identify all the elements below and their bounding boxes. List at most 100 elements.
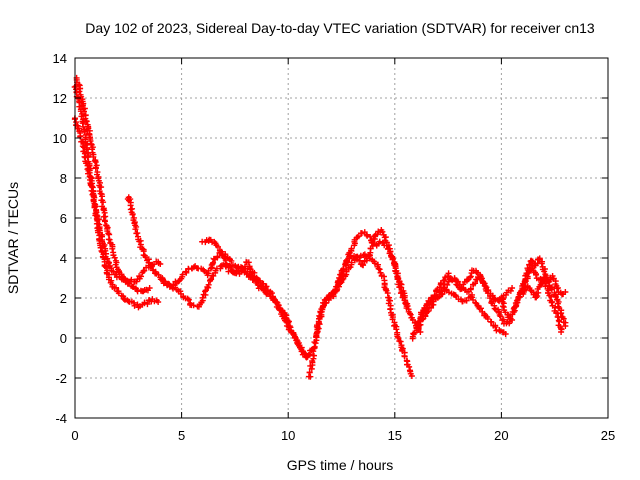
data-point	[352, 253, 359, 260]
y-tick-label: 12	[53, 91, 67, 106]
data-point	[395, 334, 402, 341]
data-point	[488, 319, 495, 326]
data-point	[245, 259, 252, 266]
data-point	[80, 123, 87, 130]
data-point	[132, 226, 139, 233]
data-point	[183, 269, 190, 276]
data-point	[556, 318, 563, 325]
data-point	[185, 296, 192, 303]
data-point	[146, 259, 153, 266]
data-point	[91, 194, 98, 201]
data-point	[314, 324, 321, 331]
data-point	[533, 271, 540, 278]
data-point	[497, 328, 504, 335]
data-point	[484, 315, 491, 322]
data-point	[312, 340, 319, 347]
data-point	[202, 288, 209, 295]
data-point	[185, 266, 192, 273]
y-tick-label: 2	[60, 291, 67, 306]
data-point	[83, 146, 90, 153]
data-point	[199, 294, 206, 301]
data-point	[157, 261, 164, 267]
data-point	[427, 298, 434, 305]
data-point	[558, 329, 565, 335]
y-tick-label: -2	[55, 371, 67, 386]
data-point	[484, 287, 491, 294]
data-point	[408, 373, 415, 379]
data-point	[389, 316, 396, 323]
data-point	[502, 331, 509, 337]
data-point	[434, 294, 441, 301]
data-point	[207, 277, 214, 284]
data-point	[95, 229, 102, 236]
data-point	[423, 300, 430, 307]
data-point	[453, 281, 460, 288]
data-point	[364, 232, 371, 239]
data-point	[113, 284, 120, 291]
data-point	[86, 169, 93, 176]
data-point	[507, 287, 514, 294]
data-point	[548, 293, 555, 300]
x-tick-label: 5	[178, 428, 185, 443]
data-point	[385, 242, 392, 249]
y-tick-label: 6	[60, 211, 67, 226]
data-point	[499, 303, 506, 310]
y-axis-label: SDTVAR / TECUs	[5, 182, 21, 294]
data-point	[84, 154, 91, 161]
data-point	[509, 285, 516, 291]
data-points	[71, 74, 569, 380]
data-point	[222, 260, 229, 267]
data-point	[379, 228, 386, 235]
chart-title: Day 102 of 2023, Sidereal Day-to-day VTE…	[85, 20, 595, 36]
data-point	[97, 244, 104, 251]
data-point	[184, 295, 191, 302]
y-tick-label: 8	[60, 171, 67, 186]
data-point	[474, 270, 481, 277]
data-point	[472, 280, 479, 287]
data-point	[138, 273, 145, 280]
data-point	[77, 133, 84, 140]
data-point	[207, 265, 214, 272]
data-point	[340, 266, 347, 273]
data-point	[101, 262, 108, 269]
data-point	[214, 243, 221, 250]
data-point	[516, 293, 523, 300]
y-tick-label: 0	[60, 331, 67, 346]
data-point	[356, 257, 363, 264]
data-point	[92, 165, 99, 172]
data-point	[179, 271, 186, 278]
data-point	[393, 326, 400, 333]
data-point	[376, 238, 383, 245]
grid-lines	[75, 58, 608, 418]
data-point	[355, 233, 362, 240]
data-point	[111, 254, 118, 261]
data-point	[458, 284, 465, 291]
data-point	[190, 264, 197, 271]
data-point	[98, 184, 105, 191]
x-tick-label: 25	[601, 428, 615, 443]
data-point	[562, 289, 569, 295]
data-point	[417, 329, 424, 335]
data-point	[467, 273, 474, 280]
data-point	[317, 309, 324, 316]
data-point	[491, 305, 498, 312]
data-point	[562, 323, 569, 329]
data-point	[467, 274, 474, 281]
data-point	[285, 319, 292, 326]
data-point	[398, 284, 405, 291]
data-point	[315, 325, 322, 332]
data-point	[367, 233, 374, 240]
data-point	[175, 278, 182, 285]
data-point	[76, 88, 83, 95]
data-point	[79, 143, 86, 150]
data-point	[548, 299, 555, 306]
data-point	[120, 295, 127, 302]
data-point	[228, 257, 235, 264]
data-point	[306, 369, 313, 376]
data-point	[285, 318, 292, 325]
data-point	[88, 183, 95, 190]
y-tick-label: 4	[60, 251, 67, 266]
data-point	[109, 245, 116, 252]
data-point	[491, 295, 498, 302]
axis-ticks: 0 5 10 15 20 25 -4 -2 0 2 4 6 8 10 12 14	[53, 51, 616, 443]
